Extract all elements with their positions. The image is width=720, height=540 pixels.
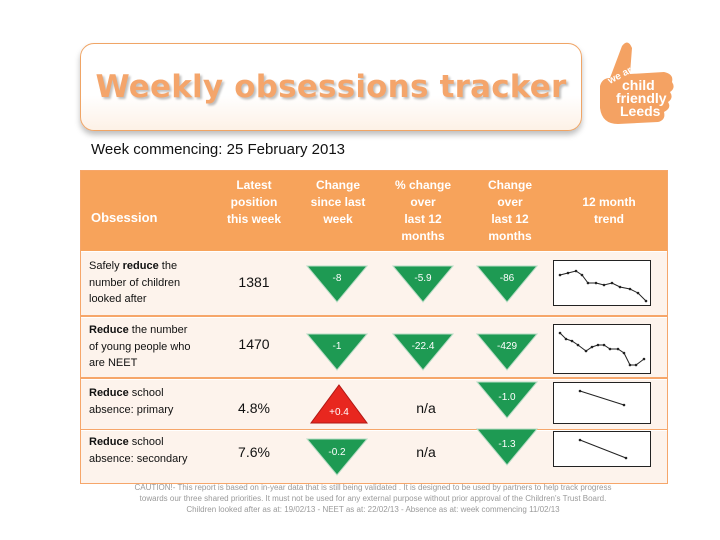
caution-line: Children looked after as at: 19/02/13 - … <box>186 505 560 514</box>
pct-change-value: -5.9 <box>414 273 432 284</box>
table-row-neet: Reduce the number of young people who ar… <box>81 317 667 378</box>
down-triangle-icon <box>305 438 369 476</box>
down-triangle-icon <box>475 381 539 419</box>
label-part: absence: primary <box>89 403 174 416</box>
table-row-looked-after: Safely reduce the number of children loo… <box>81 251 667 316</box>
header-latest-l2: position <box>230 195 278 209</box>
up-triangle-icon <box>310 384 368 424</box>
header-trend: 12 month trend <box>559 194 659 228</box>
down-triangle-icon <box>305 333 369 371</box>
label-bold: Reduce <box>89 387 129 399</box>
label-bold: Reduce <box>89 324 129 336</box>
title-banner: Weekly obsessions tracker <box>80 43 582 131</box>
latest-value: 1381 <box>238 274 270 290</box>
header-change-12: Change over last 12 months <box>471 177 549 245</box>
change-week-value: -0.2 <box>328 447 346 458</box>
logo-text-4: Leeds <box>620 103 661 119</box>
header-pct-l1: % change <box>394 178 451 192</box>
header-chg12-l4: months <box>488 229 532 243</box>
header-trend-l2: trend <box>594 212 624 226</box>
header-change-l2: since last <box>310 195 366 209</box>
table-header: Obsession Latest position this week Chan… <box>81 171 667 251</box>
label-part: school <box>128 387 164 399</box>
row-label: Safely reduce the number of children loo… <box>89 258 219 308</box>
down-triangle-icon <box>391 333 455 371</box>
label-part: the <box>158 260 178 272</box>
header-chg12-l3: last 12 <box>491 212 529 226</box>
header-pct-l2: over <box>410 195 436 209</box>
tracker-table: Obsession Latest position this week Chan… <box>80 170 668 484</box>
label-part: Safely <box>89 260 123 272</box>
trend-sparkline <box>553 324 651 374</box>
latest-value: 7.6% <box>238 444 270 460</box>
down-triangle-icon <box>391 265 455 303</box>
header-trend-l1: 12 month <box>582 195 636 209</box>
down-triangle-icon <box>475 428 539 466</box>
down-triangle-icon <box>475 265 539 303</box>
change-12-value: -1.3 <box>498 439 516 450</box>
change-12-value: -1.0 <box>498 392 516 403</box>
caution-line: CAUTION!- This report is based on in-yea… <box>134 483 612 492</box>
change-week-value: -1 <box>332 341 342 352</box>
header-pct-l4: months <box>401 229 445 243</box>
row-divider <box>81 377 667 379</box>
latest-value: 1470 <box>238 336 270 352</box>
logo-text-3: friendly <box>616 90 667 106</box>
header-change-l1: Change <box>315 178 360 192</box>
label-bold: reduce <box>122 260 159 272</box>
label-part: looked after <box>89 293 147 305</box>
label-part: the number <box>128 324 188 336</box>
header-latest-l1: Latest <box>236 178 272 192</box>
row-divider <box>81 429 667 430</box>
down-triangle-icon <box>475 333 539 371</box>
change-12-value: -429 <box>496 341 517 352</box>
latest-value: 4.8% <box>238 400 270 416</box>
caution-note: CAUTION!- This report is based on in-yea… <box>80 482 666 515</box>
label-part: school <box>128 436 164 448</box>
page-title: Weekly obsessions tracker <box>95 69 567 105</box>
row-label: Reduce school absence: primary <box>89 385 219 418</box>
header-chg12-l2: over <box>497 195 523 209</box>
table-row-primary-absence: Reduce school absence: primary 4.8% +0.4… <box>81 379 667 430</box>
trend-sparkline <box>553 382 651 424</box>
row-divider <box>81 315 667 317</box>
pct-change-value: -22.4 <box>411 341 435 352</box>
header-change-l3: week <box>323 212 353 226</box>
label-part: absence: secondary <box>89 452 188 465</box>
header-latest-l3: this week <box>226 212 282 226</box>
header-pct-change: % change over last 12 months <box>383 177 463 245</box>
down-triangle-icon <box>305 265 369 303</box>
trend-sparkline <box>553 260 651 306</box>
change-week-value: -8 <box>332 273 342 284</box>
label-part: number of children <box>89 276 181 289</box>
child-friendly-leeds-logo: we are child friendly Leeds <box>600 42 674 124</box>
pct-change-value: n/a <box>416 400 436 416</box>
label-part: of young people who <box>89 340 191 353</box>
change-week-value: +0.4 <box>329 407 349 418</box>
logo-text-2: child <box>622 77 655 93</box>
header-latest: Latest position this week <box>217 177 291 228</box>
trend-sparkline <box>553 431 651 467</box>
change-12-value: -86 <box>499 273 515 284</box>
header-obsession: Obsession <box>91 210 158 225</box>
row-label: Reduce school absence: secondary <box>89 434 219 467</box>
row-label: Reduce the number of young people who ar… <box>89 322 219 372</box>
pct-change-value: n/a <box>416 444 436 460</box>
header-chg12-l1: Change <box>487 178 532 192</box>
header-pct-l3: last 12 <box>404 212 442 226</box>
label-bold: Reduce <box>89 436 129 448</box>
caution-line: towards our three shared priorities. It … <box>139 494 607 503</box>
header-change-week: Change since last week <box>299 177 377 228</box>
week-commencing: Week commencing: 25 February 2013 <box>91 141 346 158</box>
label-part: are NEET <box>89 357 138 369</box>
table-row-secondary-absence: Reduce school absence: secondary 7.6% -0… <box>81 428 667 483</box>
